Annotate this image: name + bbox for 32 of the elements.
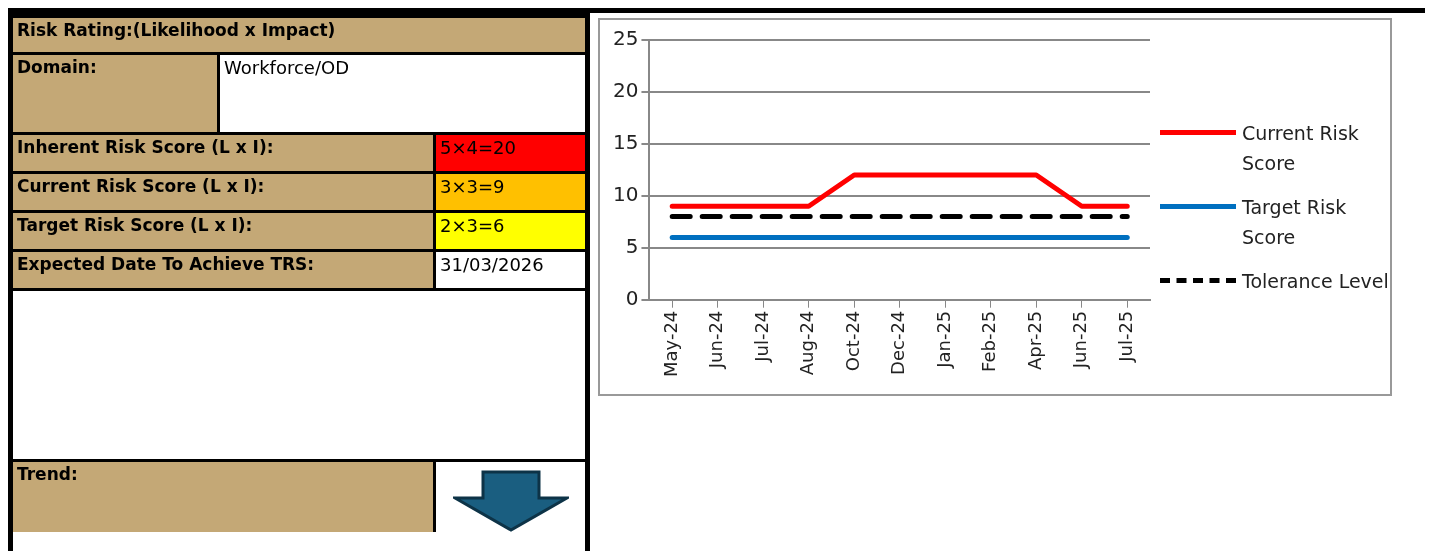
text: Workforce/OD — [220, 55, 585, 135]
y-tick-label: 25 — [613, 26, 639, 51]
x-tick-label: Jun-25 — [1069, 310, 1091, 370]
x-tick-label: Oct-24 — [841, 310, 863, 372]
x-tick-label: May-24 — [659, 310, 681, 377]
y-tick-label: 5 — [625, 233, 639, 258]
x-tick-label: Jun-24 — [705, 310, 727, 370]
text: 3×3=9 — [433, 174, 585, 213]
legend-label: Tolerance Level — [1242, 269, 1389, 294]
x-tick-label: Jan-25 — [932, 310, 954, 369]
text: Expected Date To Achieve TRS: — [13, 252, 433, 291]
x-tick-label: Apr-25 — [1023, 310, 1045, 371]
text: 2×3=6 — [433, 213, 585, 252]
x-tick-label: Feb-25 — [978, 310, 1000, 372]
y-tick-label: 0 — [625, 285, 639, 310]
y-tick-label: 20 — [613, 78, 639, 103]
text: Trend: — [13, 462, 433, 532]
text: Risk Rating:(Likelihood x Impact) — [13, 18, 585, 55]
x-tick-label: Jul-25 — [1114, 310, 1136, 363]
text: Target Risk Score (L x I): — [13, 213, 433, 252]
legend-label: Current Risk Score — [1242, 121, 1360, 176]
text: Inherent Risk Score (L x I): — [13, 135, 433, 174]
x-tick-label: Dec-24 — [887, 310, 909, 375]
legend-label: Target Risk Score — [1242, 195, 1348, 250]
y-tick-label: 10 — [613, 182, 639, 207]
text: Current Risk Score (L x I): — [13, 174, 433, 213]
text: Domain: — [13, 55, 220, 135]
x-tick-label: Aug-24 — [796, 310, 818, 376]
text: 5×4=20 — [433, 135, 585, 174]
x-tick-label: Jul-24 — [750, 310, 772, 363]
y-tick-label: 15 — [613, 130, 639, 155]
text: 31/03/2026 — [433, 252, 585, 291]
